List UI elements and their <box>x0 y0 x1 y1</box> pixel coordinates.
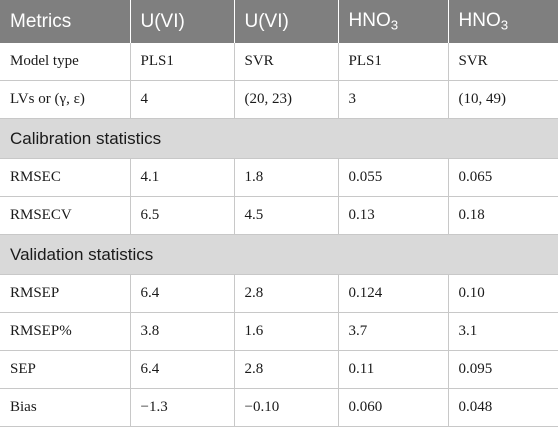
table-cell: −0.10 <box>234 388 339 427</box>
table-cell: (10, 49) <box>448 80 558 119</box>
table-cell: 0.048 <box>448 388 558 427</box>
row-label: SEP <box>0 350 131 389</box>
table-cell: 6.4 <box>130 274 235 313</box>
header-hno3-2-base: HNO <box>458 10 501 32</box>
table-cell: 3 <box>338 80 449 119</box>
table-cell: 1.6 <box>234 312 339 351</box>
row-label: RMSEP <box>0 274 131 313</box>
row-label: RMSEP% <box>0 312 131 351</box>
header-uvi-1: U(VI) <box>130 0 235 43</box>
table-row-rmsep: RMSEP 6.4 2.8 0.124 0.10 <box>0 274 558 313</box>
table-cell: SVR <box>448 43 558 81</box>
table-row-model-type: Model type PLS1 SVR PLS1 SVR <box>0 43 558 81</box>
table-cell: 0.11 <box>338 350 449 389</box>
section-title-validation: Validation statistics <box>0 234 558 275</box>
table-cell: 1.8 <box>234 158 339 197</box>
table-cell: 4 <box>130 80 235 119</box>
row-label: RMSECV <box>0 196 131 235</box>
section-row-validation: Validation statistics <box>0 234 558 275</box>
table-cell: 0.18 <box>448 196 558 235</box>
section-row-calibration: Calibration statistics <box>0 118 558 159</box>
table-cell: 6.4 <box>130 350 235 389</box>
row-label: Bias <box>0 388 131 427</box>
table-cell: 2.8 <box>234 350 339 389</box>
row-label: RMSEC <box>0 158 131 197</box>
table-cell: 0.055 <box>338 158 449 197</box>
table-cell: SVR <box>234 43 339 81</box>
header-hno3-1-sub: 3 <box>390 17 399 33</box>
table-row-lvs: LVs or (γ, ε) 4 (20, 23) 3 (10, 49) <box>0 80 558 119</box>
table-cell: 3.1 <box>448 312 558 351</box>
table-cell: 4.5 <box>234 196 339 235</box>
table-cell: 3.7 <box>338 312 449 351</box>
table-cell: PLS1 <box>130 43 235 81</box>
table-cell: 0.065 <box>448 158 558 197</box>
table-cell: 2.8 <box>234 274 339 313</box>
section-title-calibration: Calibration statistics <box>0 118 558 159</box>
row-label: Model type <box>0 43 131 81</box>
table-row-sep: SEP 6.4 2.8 0.11 0.095 <box>0 350 558 389</box>
table-cell: 0.124 <box>338 274 449 313</box>
table-cell: 0.10 <box>448 274 558 313</box>
table-cell: −1.3 <box>130 388 235 427</box>
table-row-rmsep-pct: RMSEP% 3.8 1.6 3.7 3.1 <box>0 312 558 351</box>
table-cell: (20, 23) <box>234 80 339 119</box>
metrics-table: Metrics U(VI) U(VI) HNO3 HNO3 Model type… <box>0 0 558 427</box>
header-row: Metrics U(VI) U(VI) HNO3 HNO3 <box>0 0 558 43</box>
table-cell: 0.13 <box>338 196 449 235</box>
header-uvi-2: U(VI) <box>234 0 339 43</box>
table-cell: PLS1 <box>338 43 449 81</box>
table-cell: 4.1 <box>130 158 235 197</box>
table-cell: 3.8 <box>130 312 235 351</box>
table-row-rmsec: RMSEC 4.1 1.8 0.055 0.065 <box>0 158 558 197</box>
table-row-bias: Bias −1.3 −0.10 0.060 0.048 <box>0 388 558 427</box>
table-cell: 0.095 <box>448 350 558 389</box>
table-row-rmsecv: RMSECV 6.5 4.5 0.13 0.18 <box>0 196 558 235</box>
table-cell: 0.060 <box>338 388 449 427</box>
header-hno3-2: HNO3 <box>448 0 558 43</box>
row-label: LVs or (γ, ε) <box>0 80 131 119</box>
header-hno3-2-sub: 3 <box>500 17 509 33</box>
header-metrics: Metrics <box>0 0 131 43</box>
header-hno3-1-base: HNO <box>348 10 391 32</box>
table-cell: 6.5 <box>130 196 235 235</box>
header-hno3-1: HNO3 <box>338 0 449 43</box>
